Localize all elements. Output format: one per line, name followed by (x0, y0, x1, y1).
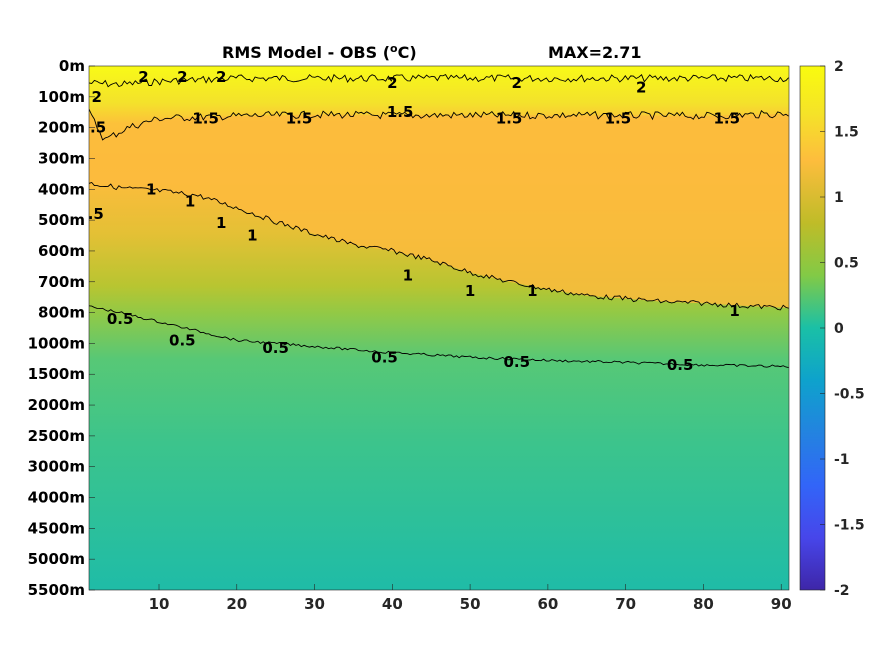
contour-label: 1 (527, 282, 537, 300)
contour-label: 1 (185, 193, 195, 211)
y-tick-label: 5000m (28, 550, 85, 568)
colorbar-tick-label: -0.5 (834, 387, 865, 403)
contour-label: 0.5 (169, 331, 196, 349)
contour-layer (89, 73, 789, 369)
max-label: MAX=2.71 (548, 43, 642, 62)
y-tick-label: 4500m (28, 519, 85, 537)
contour-label: 1.5 (80, 119, 107, 137)
y-tick-label: 3000m (28, 458, 85, 476)
x-tick-label: 50 (460, 595, 481, 613)
plot-frame (88, 65, 790, 591)
contour-label: 1.5 (496, 109, 523, 127)
title-unit-tail: C) (398, 43, 417, 62)
y-tick-label: 1000m (28, 334, 85, 352)
y-tick-label: 1500m (28, 365, 85, 383)
contour-line (89, 181, 789, 311)
contour-line (89, 109, 789, 141)
contour-label: 2 (512, 74, 522, 92)
colorbar-tick-label: 0.5 (834, 256, 859, 272)
contour-label: 0.5 (503, 353, 530, 371)
y-tick-label: 4000m (28, 489, 85, 507)
colorbar-tick-label: -1 (834, 452, 850, 468)
contour-label: 1 (216, 214, 226, 232)
contour-label: 1 (729, 302, 739, 320)
y-tick-label: 2500m (28, 427, 85, 445)
contour-label: 1 (247, 227, 257, 245)
y-tick-label: 800m (38, 304, 85, 322)
y-tick-label: 500m (38, 211, 85, 229)
warm-region-overlay (89, 112, 789, 308)
y-tick-label: 2000m (28, 396, 85, 414)
chart-title: RMS Model - OBS (oC) (222, 42, 417, 62)
contour-label: 1 (403, 267, 413, 285)
x-tick-label: 80 (693, 595, 714, 613)
x-tick-label: 90 (771, 595, 792, 613)
contour-label: 0.5 (371, 348, 398, 366)
contour-label: 1.5 (192, 109, 219, 127)
contour-label: 0.5 (77, 205, 104, 223)
x-axis: 10 20 30 40 50 60 70 80 90 (149, 584, 792, 613)
y-axis: 0m 100m 200m 300m 400m 500m 600m 700m 800m 1000m 1… (28, 57, 95, 599)
colorbar-tick-label: 2 (834, 59, 844, 75)
contour-line (89, 305, 789, 369)
y-tick-label: 200m (38, 119, 85, 137)
y-tick-label: 5500m (28, 581, 85, 599)
colorbar-tick-label: 1.5 (834, 125, 859, 141)
x-tick-label: 20 (226, 595, 247, 613)
y-tick-label: 0m (59, 57, 85, 75)
contour-label: 2 (387, 74, 397, 92)
y-tick-label: 400m (38, 180, 85, 198)
x-tick-label: 60 (537, 595, 558, 613)
colorbar-tick-label: 1 (834, 190, 844, 206)
x-tick-label: 40 (382, 595, 403, 613)
contour-label: 1.5 (713, 109, 740, 127)
title-unit-superscript: o (390, 42, 398, 55)
y-tick-label: 300m (38, 149, 85, 167)
contour-label: 1 (146, 180, 156, 198)
colorbar-tick-label: 0 (834, 321, 844, 337)
colorbar-axis: 2 1.5 1 0.5 0 -0.5 -1 -1.5 -2 (820, 59, 865, 599)
x-tick-label: 70 (615, 595, 636, 613)
colorbar-tick-label: -2 (834, 583, 850, 599)
contour-label: 2 (138, 68, 148, 86)
y-tick-label: 100m (38, 88, 85, 106)
x-tick-label: 10 (149, 595, 170, 613)
contour-label: 1.5 (387, 103, 414, 121)
contour-label: 1 (465, 282, 475, 300)
contour-label: 2 (177, 68, 187, 86)
y-tick-label: 700m (38, 273, 85, 291)
x-tick-label: 30 (304, 595, 325, 613)
contour-label: 2 (636, 79, 646, 97)
contour-line (89, 73, 789, 88)
contour-label: 2 (92, 88, 102, 106)
y-tick-label: 600m (38, 242, 85, 260)
contour-label: 0.5 (667, 356, 694, 374)
contour-label: 0.5 (107, 310, 134, 328)
contour-label: 0.5 (262, 339, 289, 357)
colorbar-tick-label: -1.5 (834, 518, 865, 534)
contour-label: 1.5 (605, 109, 632, 127)
contour-label: 2 (216, 68, 226, 86)
contour-label: 1.5 (286, 109, 313, 127)
